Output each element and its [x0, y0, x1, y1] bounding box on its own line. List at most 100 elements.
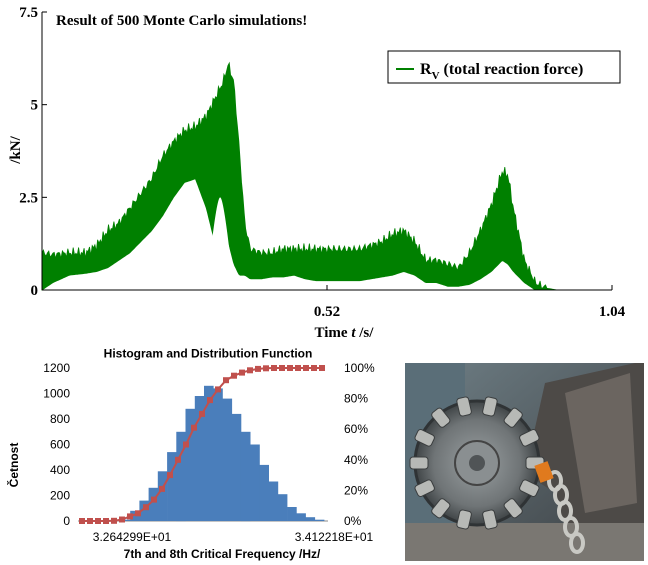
histogram-y2-ticks: 0% 20% 40% 60% 80% 100% — [344, 361, 375, 528]
chart-title: Result of 500 Monte Carlo simulations! — [56, 13, 307, 29]
histogram-y-tick: 1000 — [43, 387, 70, 401]
histogram-bar — [167, 452, 177, 521]
histogram-bar — [314, 519, 325, 521]
x-axis-label: Time t /s/ — [315, 325, 375, 341]
cumulative-point — [127, 513, 133, 520]
cumulative-point — [279, 365, 285, 371]
photo-tooth — [431, 498, 451, 519]
x-axis-label-unit: /s/ — [356, 325, 375, 341]
histogram-bar — [157, 471, 168, 521]
photo-tooth — [482, 509, 498, 530]
histogram-y-label-text: Četnost — [6, 443, 21, 488]
histogram-bar — [277, 494, 288, 521]
y-axis-label: /kN/ — [8, 135, 24, 164]
histogram-y-label: Četnost — [6, 443, 21, 488]
histogram-bar — [194, 396, 205, 521]
histogram-y2-tick: 40% — [344, 453, 368, 467]
histogram-title: Histogram and Distribution Function — [104, 346, 313, 360]
legend: RV (total reaction force) — [387, 50, 621, 84]
cumulative-point — [215, 386, 221, 393]
cumulative-point — [135, 510, 141, 517]
legend-label: RV (total reaction force) — [420, 61, 583, 82]
cumulative-line — [79, 365, 325, 524]
y-tick-label: 5 — [31, 98, 39, 114]
cumulative-point — [199, 410, 205, 417]
histogram-bar — [120, 519, 131, 521]
cumulative-point — [167, 472, 173, 479]
machine-photo-drawing — [405, 363, 644, 561]
histogram-bar — [148, 487, 159, 521]
x-tick-label: 0.52 — [314, 304, 340, 320]
photo-orange-marker — [534, 461, 554, 483]
photo-hub-center — [469, 455, 485, 471]
histogram-bar — [222, 398, 233, 521]
cumulative-point — [159, 485, 165, 492]
photo-tooth — [456, 396, 472, 417]
y-axis-label-text: /kN/ — [8, 135, 24, 164]
cumulative-point — [79, 518, 85, 524]
cumulative-point — [111, 517, 117, 524]
photo-cutting-teeth — [409, 396, 545, 530]
photo-tooth — [519, 479, 540, 498]
band-gap-1 — [162, 241, 180, 290]
cumulative-point — [263, 365, 269, 372]
histogram-y-tick: 0 — [63, 514, 70, 528]
legend-box — [387, 50, 621, 84]
cumulative-point — [311, 365, 317, 371]
histogram-x-label: 7th and 8th Critical Frequency /Hz/ — [124, 547, 321, 561]
cumulative-point — [319, 365, 325, 371]
photo-tooth — [519, 428, 540, 447]
histogram-bar — [268, 481, 279, 521]
histogram-bar — [259, 464, 269, 521]
histogram-bar — [240, 431, 251, 522]
histogram-bar — [296, 513, 306, 521]
photo-tooth — [431, 407, 451, 428]
histogram-bar — [250, 444, 260, 521]
reaction-force-band-gaps — [140, 197, 234, 290]
cumulative-point — [223, 377, 229, 384]
histogram-x-tick-first: 3.264299E+01 — [93, 530, 172, 544]
cumulative-point — [287, 365, 293, 371]
cumulative-point — [271, 365, 277, 371]
reaction-force-area — [41, 61, 612, 291]
histogram-bar — [213, 388, 223, 521]
histogram-bars — [120, 385, 325, 522]
histogram-bar — [204, 385, 214, 521]
cumulative-point — [151, 496, 157, 503]
histogram-y2-tick: 20% — [344, 483, 368, 497]
monte-carlo-chart: 0 2.5 5 7.5 0.52 1.04 Result of 500 Monte Ca… — [8, 5, 626, 341]
y-ticks: 0 2.5 5 7.5 — [19, 5, 47, 299]
cumulative-point — [87, 518, 93, 524]
y-tick-label: 7.5 — [19, 5, 38, 21]
x-axis-label-t: t — [351, 325, 356, 341]
cumulative-point — [207, 397, 213, 404]
y-tick-label: 0 — [31, 283, 39, 299]
histogram-y-tick: 200 — [50, 489, 70, 503]
cumulative-point — [191, 424, 197, 431]
cumulative-point — [247, 367, 253, 374]
cumulative-point — [231, 372, 237, 379]
histogram-chart: Histogram and Distribution Function 0 200… — [6, 346, 375, 561]
x-ticks: 0.52 1.04 — [314, 285, 626, 320]
histogram-y-tick: 1200 — [43, 361, 70, 375]
cumulative-point — [183, 441, 189, 448]
cumulative-point — [95, 518, 101, 524]
histogram-bar — [231, 413, 242, 521]
photo-chain — [547, 470, 585, 554]
histogram-x-tick-last: 3.412218E+01 — [295, 530, 374, 544]
x-axis-label-time: Time — [315, 325, 352, 341]
histogram-bar — [176, 431, 186, 522]
photo-tooth — [503, 407, 523, 428]
histogram-bar — [139, 500, 149, 521]
reaction-force-band — [41, 61, 612, 291]
band-gap-0 — [140, 256, 163, 290]
photo-tooth — [503, 498, 523, 519]
cumulative-point — [295, 365, 301, 371]
histogram-y2-tick: 100% — [344, 361, 375, 375]
cumulative-point — [103, 518, 109, 524]
histogram-y-tick: 400 — [50, 463, 70, 477]
cumulative-point — [143, 504, 149, 511]
cumulative-point — [175, 456, 181, 463]
cumulative-point — [119, 516, 125, 523]
photo-floor — [405, 523, 644, 561]
